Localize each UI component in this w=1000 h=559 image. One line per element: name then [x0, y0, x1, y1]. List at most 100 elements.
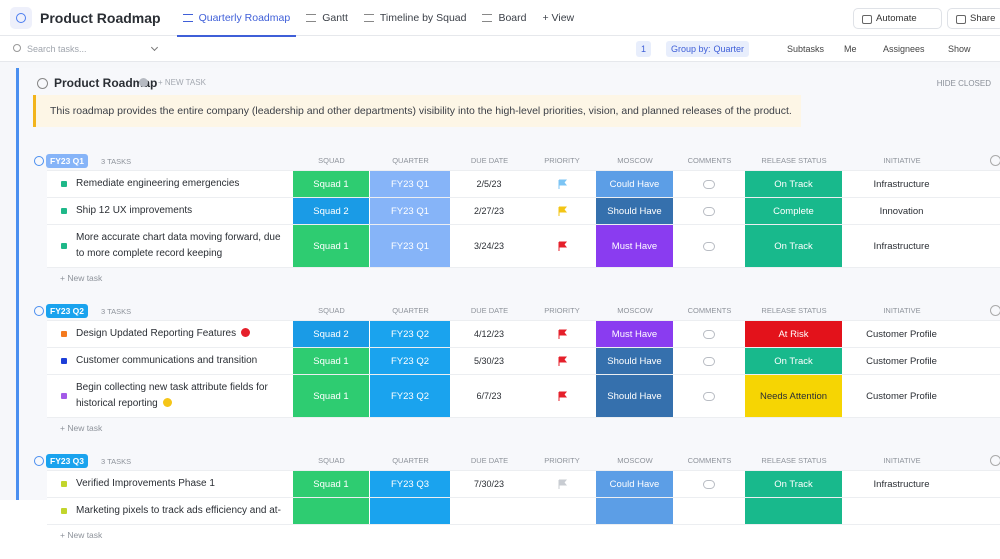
quarter-cell[interactable]: FY23 Q2	[370, 375, 451, 417]
due-date-cell[interactable]: 4/12/23	[451, 321, 528, 347]
priority-cell[interactable]	[528, 375, 596, 417]
quarter-cell[interactable]	[370, 498, 451, 524]
add-task-button[interactable]: + New task	[60, 272, 103, 283]
initiative-cell[interactable]	[843, 498, 961, 524]
priority-cell[interactable]	[528, 225, 596, 267]
column-header[interactable]: SQUAD	[318, 156, 345, 165]
release-status-cell[interactable]: On Track	[745, 225, 843, 267]
squad-cell[interactable]: Squad 2	[293, 321, 370, 347]
task-row[interactable]: Customer communications and transition Sq…	[47, 348, 1000, 375]
squad-cell[interactable]: Squad 1	[293, 348, 370, 374]
initiative-cell[interactable]: Infrastructure	[843, 171, 961, 197]
column-header[interactable]: COMMENTS	[687, 306, 732, 315]
column-header[interactable]: RELEASE STATUS	[761, 306, 827, 315]
add-task-button[interactable]: + New task	[60, 529, 103, 540]
comments-cell[interactable]	[674, 471, 745, 497]
view-tab[interactable]: Board	[474, 0, 534, 36]
comment-icon[interactable]	[703, 179, 715, 189]
due-date-cell[interactable]: 2/5/23	[451, 171, 528, 197]
quarter-cell[interactable]: FY23 Q1	[370, 225, 451, 267]
subtasks-button[interactable]: Subtasks	[782, 41, 829, 57]
task-name[interactable]: Verified Improvements Phase 1	[76, 478, 215, 489]
comments-cell[interactable]	[674, 375, 745, 417]
quarter-cell[interactable]: FY23 Q1	[370, 198, 451, 224]
task-status-dot[interactable]	[61, 393, 67, 399]
column-header[interactable]: INITIATIVE	[883, 306, 921, 315]
moscow-cell[interactable]: Should Have	[596, 375, 674, 417]
quarter-cell[interactable]: FY23 Q2	[370, 321, 451, 347]
task-name[interactable]: Begin collecting new task attribute fiel…	[76, 382, 268, 409]
view-tab[interactable]: Timeline by Squad	[356, 0, 475, 36]
release-status-cell[interactable]: On Track	[745, 471, 843, 497]
moscow-cell[interactable]: Must Have	[596, 321, 674, 347]
task-name[interactable]: Ship 12 UX improvements	[76, 205, 193, 216]
task-row[interactable]: Marketing pixels to track ads efficiency…	[47, 498, 1000, 525]
share-button[interactable]: Share	[947, 8, 1000, 29]
comments-cell[interactable]	[674, 348, 745, 374]
priority-cell[interactable]	[528, 321, 596, 347]
comment-icon[interactable]	[703, 329, 715, 339]
task-row[interactable]: Verified Improvements Phase 1 Squad 1 FY23…	[47, 470, 1000, 498]
task-row[interactable]: Ship 12 UX improvements Squad 2 FY23 Q1 2/2…	[47, 198, 1000, 225]
release-status-cell[interactable]: At Risk	[745, 321, 843, 347]
initiative-cell[interactable]: Customer Profile	[843, 348, 961, 374]
collapse-toggle[interactable]	[34, 456, 44, 466]
initiative-cell[interactable]: Innovation	[843, 198, 961, 224]
comment-icon[interactable]	[703, 241, 715, 251]
task-name[interactable]: Customer communications and transition	[76, 355, 258, 366]
initiative-cell[interactable]: Customer Profile	[843, 375, 961, 417]
task-row[interactable]: Design Updated Reporting Features Squad 2…	[47, 320, 1000, 348]
task-name[interactable]: Design Updated Reporting Features	[76, 326, 251, 342]
task-name[interactable]: Remediate engineering emergencies	[76, 178, 240, 189]
collapse-toggle[interactable]	[34, 156, 44, 166]
column-header[interactable]: DUE DATE	[470, 456, 509, 465]
column-header[interactable]: RELEASE STATUS	[761, 156, 827, 165]
initiative-cell[interactable]: Infrastructure	[843, 471, 961, 497]
initiative-cell[interactable]: Customer Profile	[843, 321, 961, 347]
release-status-cell[interactable]: On Track	[745, 171, 843, 197]
column-header[interactable]: COMMENTS	[687, 156, 732, 165]
task-status-dot[interactable]	[61, 243, 67, 249]
column-header[interactable]: INITIATIVE	[883, 156, 921, 165]
moscow-cell[interactable]: Should Have	[596, 348, 674, 374]
comments-cell[interactable]	[674, 321, 745, 347]
squad-cell[interactable]: Squad 1	[293, 375, 370, 417]
release-status-cell[interactable]: Complete	[745, 198, 843, 224]
info-icon[interactable]	[139, 78, 148, 87]
comment-icon[interactable]	[703, 356, 715, 366]
release-status-cell[interactable]: On Track	[745, 348, 843, 374]
new-task-button[interactable]: + NEW TASK	[158, 78, 206, 87]
add-column[interactable]	[990, 155, 1000, 166]
task-status-dot[interactable]	[61, 508, 67, 514]
task-status-dot[interactable]	[61, 208, 67, 214]
due-date-cell[interactable]: 6/7/23	[451, 375, 528, 417]
moscow-cell[interactable]: Could Have	[596, 171, 674, 197]
comment-icon[interactable]	[703, 206, 715, 216]
task-row[interactable]: Remediate engineering emergencies Squad 1…	[47, 170, 1000, 198]
comment-icon[interactable]	[703, 391, 715, 401]
release-status-cell[interactable]: Needs Attention	[745, 375, 843, 417]
comments-cell[interactable]	[674, 198, 745, 224]
due-date-cell[interactable]: 5/30/23	[451, 348, 528, 374]
task-row[interactable]: More accurate chart data moving forward,…	[47, 225, 1000, 268]
priority-cell[interactable]	[528, 348, 596, 374]
quarter-cell[interactable]: FY23 Q1	[370, 171, 451, 197]
due-date-cell[interactable]	[451, 498, 528, 524]
task-name[interactable]: More accurate chart data moving forward,…	[76, 232, 281, 259]
comments-cell[interactable]	[674, 171, 745, 197]
task-status-dot[interactable]	[61, 358, 67, 364]
task-status-dot[interactable]	[61, 481, 67, 487]
add-column[interactable]	[990, 305, 1000, 316]
add-task-button[interactable]: + New task	[60, 422, 103, 433]
column-header[interactable]: DUE DATE	[470, 306, 509, 315]
comments-cell[interactable]	[674, 225, 745, 267]
task-row[interactable]: Begin collecting new task attribute fiel…	[47, 375, 1000, 418]
hide-closed-button[interactable]: HIDE CLOSED	[936, 79, 991, 88]
squad-cell[interactable]: Squad 1	[293, 225, 370, 267]
column-header[interactable]: PRIORITY	[544, 456, 580, 465]
automate-button[interactable]: Automate	[853, 8, 942, 29]
filter-button[interactable]: 1	[636, 41, 652, 57]
column-header[interactable]: QUARTER	[392, 306, 429, 315]
show-button[interactable]: Show	[943, 41, 976, 57]
column-header[interactable]: RELEASE STATUS	[761, 456, 827, 465]
